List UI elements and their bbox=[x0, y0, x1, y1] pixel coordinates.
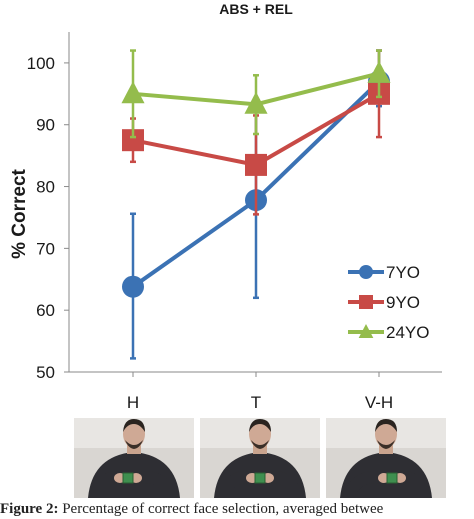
face bbox=[375, 420, 397, 448]
point-7yo bbox=[122, 275, 144, 298]
x-ticks: H T V-H bbox=[127, 372, 393, 412]
y-tick-label: 60 bbox=[36, 301, 55, 320]
legend-item-7yo: 7YO bbox=[348, 263, 420, 282]
series-group bbox=[121, 49, 391, 360]
legend: 7YO 9YO 24YO bbox=[348, 263, 429, 342]
point-24yo bbox=[358, 324, 374, 338]
legend-label: 24YO bbox=[386, 323, 429, 342]
x-tick-label: V-H bbox=[365, 393, 393, 412]
x-tick-label: T bbox=[251, 393, 261, 412]
y-axis-label: % Correct bbox=[9, 168, 30, 258]
y-tick-label: 70 bbox=[36, 239, 55, 258]
chart-title: ABS + REL bbox=[219, 1, 293, 17]
point-9yo bbox=[122, 129, 144, 152]
face bbox=[123, 420, 145, 448]
cube bbox=[386, 472, 398, 484]
cube bbox=[254, 472, 266, 484]
legend-label: 9YO bbox=[386, 293, 420, 312]
y-tick-label: 90 bbox=[36, 116, 55, 135]
hair bbox=[249, 419, 271, 432]
photo-t bbox=[200, 418, 320, 498]
series-9yo bbox=[122, 49, 390, 216]
series-24yo bbox=[121, 49, 391, 139]
legend-item-9yo: 9YO bbox=[348, 293, 420, 312]
photo-h bbox=[74, 418, 194, 498]
beard bbox=[125, 440, 143, 449]
hair bbox=[375, 419, 397, 432]
figure-caption: Figure 2: Percentage of correct face sel… bbox=[0, 500, 474, 519]
x-tick-label: H bbox=[127, 393, 139, 412]
legend-label: 7YO bbox=[386, 263, 420, 282]
photo-v-h bbox=[326, 418, 446, 498]
point-7yo bbox=[359, 265, 373, 279]
person-holding-cube-photo bbox=[74, 418, 194, 498]
point-24yo bbox=[244, 91, 268, 114]
point-24yo bbox=[121, 81, 145, 104]
person-holding-cube-photo bbox=[326, 418, 446, 498]
y-tick-label: 80 bbox=[36, 178, 55, 197]
cube bbox=[122, 472, 134, 484]
beard bbox=[377, 440, 395, 449]
hair bbox=[123, 419, 145, 432]
legend-item-24yo: 24YO bbox=[348, 323, 429, 342]
point-9yo bbox=[359, 295, 373, 309]
y-tick-label: 100 bbox=[27, 54, 55, 73]
caption-label: Figure 2: bbox=[0, 501, 59, 517]
point-9yo bbox=[245, 153, 267, 176]
person-holding-cube-photo bbox=[200, 418, 320, 498]
beard bbox=[251, 440, 269, 449]
y-ticks: 50 60 70 80 90 100 bbox=[27, 54, 69, 382]
caption-text: Percentage of correct face selection, av… bbox=[58, 501, 384, 517]
face bbox=[249, 420, 271, 448]
y-tick-label: 50 bbox=[36, 363, 55, 382]
point-24yo bbox=[367, 60, 391, 83]
